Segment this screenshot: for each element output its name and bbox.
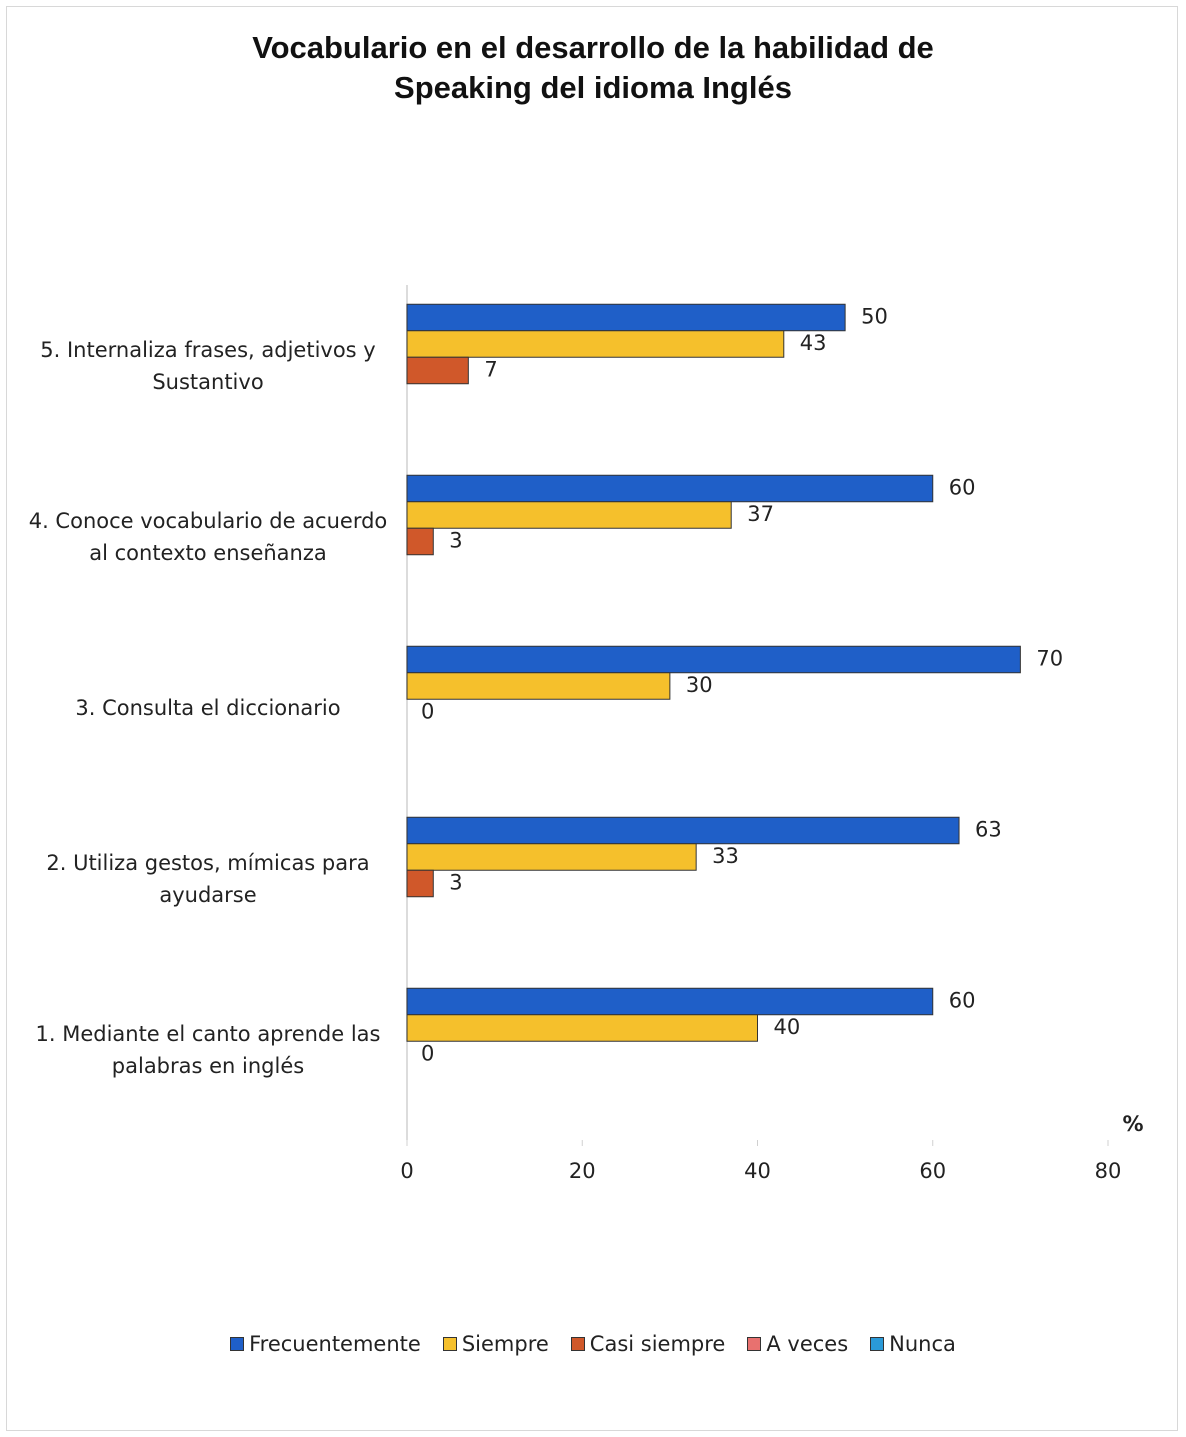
legend-item: Siempre [442,1332,549,1356]
data-label: 3 [449,529,462,553]
data-label: 37 [747,502,774,526]
data-label: 3 [449,871,462,895]
bar [406,1014,758,1042]
legend-swatch [230,1337,245,1351]
legend-item: Nunca [870,1332,956,1356]
legend: Frecuentemente Siempre Casi siempre A veces… [0,1332,1186,1356]
data-label: 50 [861,305,888,329]
chart-title: Vocabulario en el desarrollo de la habil… [252,30,934,105]
legend-label: Frecuentemente [249,1332,421,1356]
legend-swatch [747,1337,762,1351]
y-tick-label: 3. Consulta el diccionario [75,695,341,720]
chart-frame [6,6,1178,1431]
bar [406,672,671,700]
bar [406,816,960,845]
data-label: 33 [712,844,739,868]
data-label: 7 [484,358,497,382]
bar [406,987,934,1016]
legend-label: Casi siempre [589,1332,726,1356]
legend-swatch [442,1337,457,1351]
legend-swatch [870,1337,885,1351]
bar [406,501,732,529]
data-label: 40 [774,1015,801,1039]
x-tick-label: 60 [919,1159,946,1183]
bar [406,303,846,332]
legend-label: Nunca [889,1332,956,1356]
data-label: 0 [421,1042,434,1066]
legend-item: Casi siempre [570,1332,726,1356]
bar [406,330,785,358]
y-tick-label: 5. Internaliza frases, adjetivos y Susta… [40,337,376,394]
x-tick-label: 20 [569,1159,596,1183]
legend-swatch [570,1337,585,1351]
bar [406,843,697,871]
bar [406,527,434,556]
bar [406,869,434,898]
data-label: 43 [800,331,827,355]
legend-label: A veces [766,1332,849,1356]
bar [406,474,934,503]
y-tick-label: 4. Conoce vocabulario de acuerdo al cont… [28,508,388,565]
x-axis-label: % [1122,1112,1143,1136]
y-tick-label: 1. Mediante el canto aprende las palabra… [35,1021,381,1078]
x-tick-label: 80 [1095,1159,1122,1183]
x-tick-label: 40 [744,1159,771,1183]
y-tick-label: 2. Utiliza gestos, mímicas para ayudarse [46,850,370,907]
data-label: 0 [421,700,434,724]
data-label: 60 [949,476,976,500]
bar [406,645,1021,674]
data-label: 63 [975,818,1002,842]
legend-label: Siempre [461,1332,549,1356]
legend-item: Frecuentemente [230,1332,421,1356]
bar [406,356,469,385]
data-label: 60 [949,989,976,1013]
data-label: 70 [1036,647,1063,671]
x-tick-label: 0 [400,1159,413,1183]
legend-item: A veces [747,1332,848,1356]
data-label: 30 [686,673,713,697]
